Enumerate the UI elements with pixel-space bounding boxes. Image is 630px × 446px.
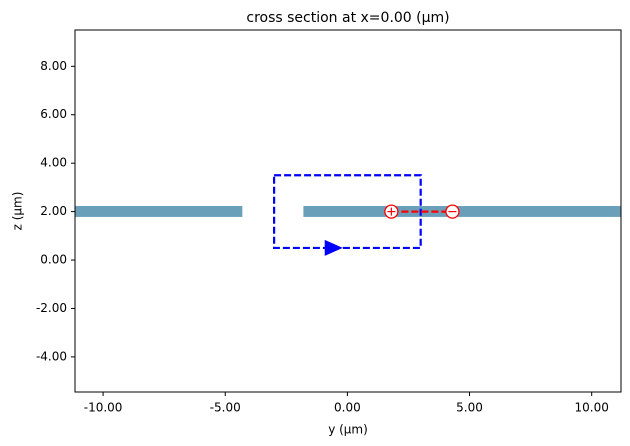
structure [303, 206, 621, 217]
axes-frame [74, 29, 622, 393]
y-tick-label: 0.00 [40, 253, 67, 267]
chart-title: cross section at x=0.00 (μm) [246, 10, 449, 26]
y-tick-label: -4.00 [36, 349, 67, 363]
x-tick-label: 5.00 [456, 401, 483, 415]
y-axis-label: z (μm) [11, 192, 25, 231]
y-tick-label: 6.00 [40, 107, 67, 121]
y-tick-label: 2.00 [40, 204, 67, 218]
current-direction-arrow [324, 239, 343, 256]
structure [75, 206, 243, 217]
x-tick-label: 10.00 [575, 401, 609, 415]
x-axis-label: y (μm) [328, 423, 368, 437]
y-tick-label: 4.00 [40, 156, 67, 170]
current-integral-box [273, 174, 422, 250]
x-tick-label: 0.00 [334, 401, 361, 415]
plot-area [75, 174, 621, 256]
x-tick-label: -10.00 [84, 401, 123, 415]
y-tick-label: 8.00 [40, 59, 67, 73]
x-tick-label: -5.00 [210, 401, 241, 415]
y-tick-label: -2.00 [36, 301, 67, 315]
